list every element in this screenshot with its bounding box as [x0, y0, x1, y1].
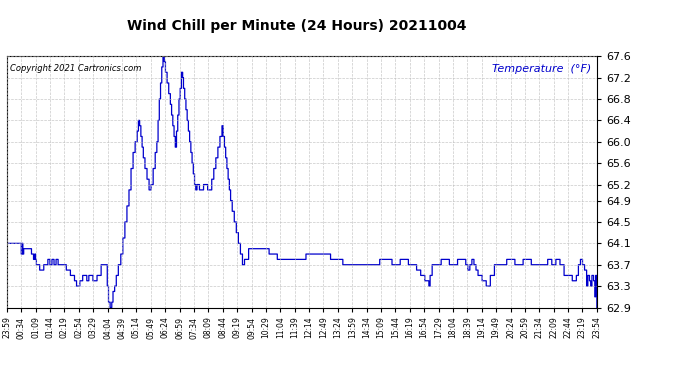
- Text: Temperature  (°F): Temperature (°F): [492, 64, 591, 74]
- Text: Copyright 2021 Cartronics.com: Copyright 2021 Cartronics.com: [10, 64, 141, 73]
- Text: Wind Chill per Minute (24 Hours) 20211004: Wind Chill per Minute (24 Hours) 2021100…: [127, 19, 466, 33]
